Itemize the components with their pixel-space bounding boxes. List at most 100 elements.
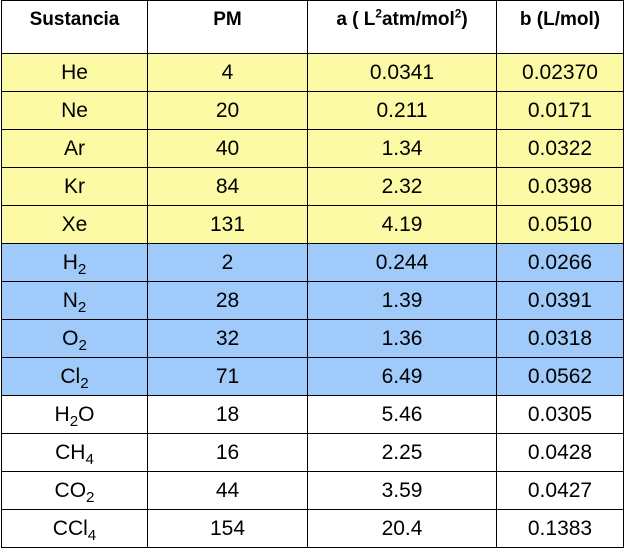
header-a-unit: atm/mol <box>381 9 455 30</box>
a-cell: 6.49 <box>307 357 497 396</box>
b-cell: 0.0510 <box>496 205 624 244</box>
substance-cell: CH4 <box>1 433 148 472</box>
formula-text: Cl <box>60 364 81 388</box>
header-a-exponent-2: 2 <box>454 7 462 21</box>
formula-subscript: 2 <box>69 412 79 430</box>
a-cell: 1.36 <box>307 319 497 358</box>
formula-text: Xe <box>61 212 88 236</box>
b-cell: 0.02370 <box>496 53 624 92</box>
pm-cell: 18 <box>147 395 308 434</box>
table-row: N2 28 1.39 0.0391 <box>1 281 624 320</box>
b-cell: 0.0398 <box>496 167 624 206</box>
pm-cell: 71 <box>147 357 308 396</box>
header-a-exponent-1: 2 <box>375 7 382 21</box>
substance-cell: H2 <box>1 243 148 282</box>
b-cell: 0.0428 <box>496 433 624 472</box>
pm-cell: 40 <box>147 129 308 168</box>
substance-cell: He <box>1 53 148 92</box>
substance-cell: Kr <box>1 167 148 206</box>
b-cell: 0.0427 <box>496 471 624 510</box>
formula-text: CH <box>55 440 86 464</box>
substance-cell: CO2 <box>1 471 148 510</box>
pm-cell: 20 <box>147 91 308 130</box>
header-pm: PM <box>147 0 308 54</box>
table-body: He 4 0.0341 0.02370 Ne 20 0.211 0.0171 Ar 40 1.34 0… <box>1 53 624 548</box>
b-cell: 0.0266 <box>496 243 624 282</box>
formula-subscript: 2 <box>80 374 89 392</box>
substance-cell: Cl2 <box>1 357 148 396</box>
header-b: b (L/mol) <box>496 0 624 54</box>
table-row: H2O 18 5.46 0.0305 <box>1 395 624 434</box>
b-cell: 0.0322 <box>496 129 624 168</box>
substance-cell: Ne <box>1 91 148 130</box>
formula-subscript: 2 <box>78 336 87 354</box>
formula-subscript: 4 <box>87 526 97 544</box>
substance-cell: CCl4 <box>1 509 148 548</box>
b-cell: 0.0171 <box>496 91 624 130</box>
table-row: CCl4 154 20.4 0.1383 <box>1 509 624 548</box>
header-a-suffix: ) <box>461 9 468 30</box>
table-row: Ne 20 0.211 0.0171 <box>1 91 624 130</box>
a-cell: 1.34 <box>307 129 497 168</box>
formula-text: Ar <box>64 136 85 160</box>
a-cell: 0.0341 <box>307 53 497 92</box>
substance-cell: H2O <box>1 395 148 434</box>
a-cell: 2.32 <box>307 167 497 206</box>
substance-cell: Xe <box>1 205 148 244</box>
formula-subscript: 2 <box>77 298 87 316</box>
table-row: Xe 131 4.19 0.0510 <box>1 205 624 244</box>
a-cell: 0.244 <box>307 243 497 282</box>
table-row: Cl2 71 6.49 0.0562 <box>1 357 624 396</box>
table-row: H2 2 0.244 0.0266 <box>1 243 624 282</box>
header-a-prefix: a ( L <box>336 9 376 30</box>
pm-cell: 2 <box>147 243 308 282</box>
pm-cell: 154 <box>147 509 308 548</box>
a-cell: 2.25 <box>307 433 497 472</box>
a-cell: 20.4 <box>307 509 497 548</box>
pm-cell: 16 <box>147 433 308 472</box>
substance-cell: Ar <box>1 129 148 168</box>
formula-text: H <box>62 250 78 274</box>
a-cell: 4.19 <box>307 205 497 244</box>
formula-subscript: 2 <box>86 488 95 506</box>
pm-cell: 28 <box>147 281 308 320</box>
formula-subscript: 4 <box>85 450 94 468</box>
table-row: Ar 40 1.34 0.0322 <box>1 129 624 168</box>
substance-cell: O2 <box>1 319 148 358</box>
pm-cell: 44 <box>147 471 308 510</box>
b-cell: 0.1383 <box>496 509 624 548</box>
pm-cell: 84 <box>147 167 308 206</box>
a-cell: 0.211 <box>307 91 497 130</box>
pm-cell: 4 <box>147 53 308 92</box>
formula-text: Ne <box>61 98 88 122</box>
formula-text: H <box>54 402 70 426</box>
table-row: CO2 44 3.59 0.0427 <box>1 471 624 510</box>
pm-cell: 131 <box>147 205 308 244</box>
a-cell: 1.39 <box>307 281 497 320</box>
table-row: He 4 0.0341 0.02370 <box>1 53 624 92</box>
header-row: Sustancia PM a ( L2atm/mol2) b (L/mol) <box>1 0 624 54</box>
formula-subscript: 2 <box>77 260 87 278</box>
formula-text: O <box>78 402 95 426</box>
table-row: O2 32 1.36 0.0318 <box>1 319 624 358</box>
formula-text: O <box>62 326 79 350</box>
header-sustancia: Sustancia <box>1 0 148 54</box>
formula-text: N <box>62 288 78 312</box>
formula-text: Kr <box>64 174 85 198</box>
b-cell: 0.0391 <box>496 281 624 320</box>
substance-cell: N2 <box>1 281 148 320</box>
b-cell: 0.0305 <box>496 395 624 434</box>
formula-text: He <box>61 60 88 84</box>
header-a: a ( L2atm/mol2) <box>307 0 497 54</box>
b-cell: 0.0318 <box>496 319 624 358</box>
formula-text: CO <box>54 478 87 502</box>
a-cell: 5.46 <box>307 395 497 434</box>
formula-text: CCl <box>52 516 88 540</box>
table-row: Kr 84 2.32 0.0398 <box>1 167 624 206</box>
table-header: Sustancia PM a ( L2atm/mol2) b (L/mol) <box>1 0 624 54</box>
table-row: CH4 16 2.25 0.0428 <box>1 433 624 472</box>
pm-cell: 32 <box>147 319 308 358</box>
a-cell: 3.59 <box>307 471 497 510</box>
b-cell: 0.0562 <box>496 357 624 396</box>
